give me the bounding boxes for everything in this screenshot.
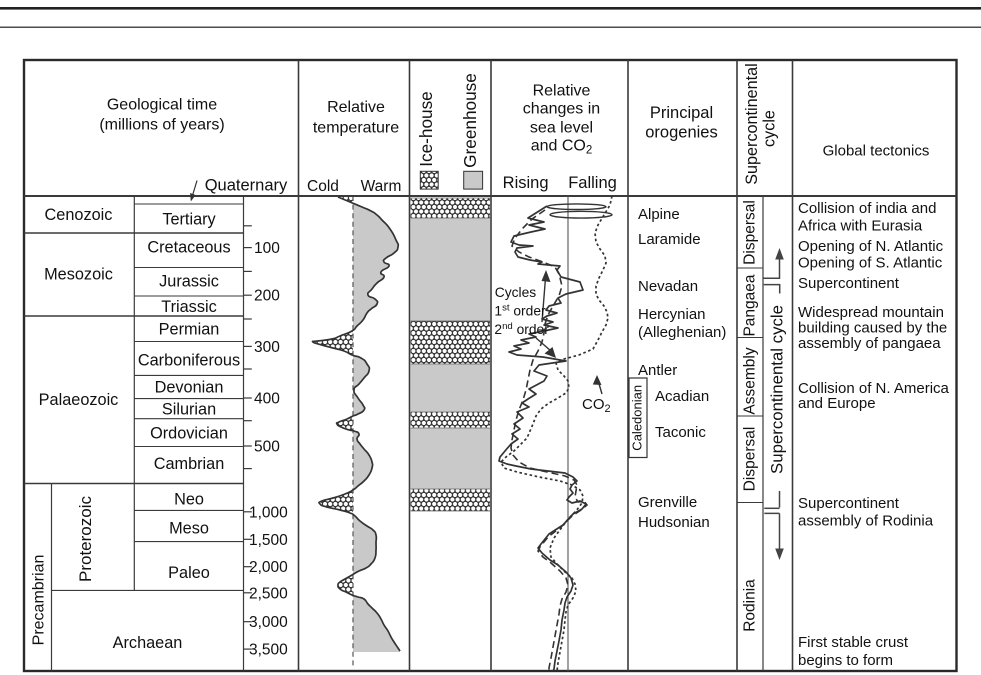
svg-text:3,000: 3,000 <box>249 614 288 631</box>
svg-text:and Europe: and Europe <box>798 395 876 412</box>
svg-text:Cold: Cold <box>307 178 339 195</box>
svg-text:Opening of S. Atlantic: Opening of S. Atlantic <box>798 255 943 272</box>
svg-text:Hudsonian: Hudsonian <box>638 514 710 531</box>
svg-text:Acadian: Acadian <box>655 388 709 405</box>
svg-text:changes in: changes in <box>523 101 600 118</box>
svg-text:Alpine: Alpine <box>638 206 680 223</box>
svg-text:assembly of Rodinia: assembly of Rodinia <box>798 513 934 530</box>
svg-text:cycle: cycle <box>761 110 779 147</box>
svg-text:1,500: 1,500 <box>249 532 288 549</box>
svg-text:Cretaceous: Cretaceous <box>147 239 230 257</box>
svg-text:Pangaea: Pangaea <box>742 274 759 336</box>
svg-text:Ice-house: Ice-house <box>416 91 436 166</box>
svg-text:Palaeozoic: Palaeozoic <box>39 391 119 409</box>
svg-text:200: 200 <box>254 288 280 305</box>
svg-text:orogenies: orogenies <box>645 124 717 142</box>
svg-text:(Alleghenian): (Alleghenian) <box>638 324 726 341</box>
svg-text:Cycles: Cycles <box>495 285 536 300</box>
svg-text:Grenville: Grenville <box>638 494 697 511</box>
svg-text:100: 100 <box>254 240 280 257</box>
svg-text:Supercontinent: Supercontinent <box>798 275 900 292</box>
svg-text:Triassic: Triassic <box>161 298 216 316</box>
svg-text:Silurian: Silurian <box>162 400 216 418</box>
svg-text:Falling: Falling <box>568 174 617 192</box>
svg-text:Rodinia: Rodinia <box>742 579 759 632</box>
svg-text:Permian: Permian <box>159 320 220 338</box>
svg-text:Supercontinent: Supercontinent <box>798 495 900 512</box>
svg-text:300: 300 <box>254 339 280 356</box>
svg-text:Neo: Neo <box>174 490 204 508</box>
svg-text:Taconic: Taconic <box>655 424 706 441</box>
svg-text:Collision of N. America: Collision of N. America <box>798 380 950 397</box>
svg-text:Opening of N. Atlantic: Opening of N. Atlantic <box>798 238 944 255</box>
svg-text:Principal: Principal <box>650 104 713 122</box>
svg-text:Caledonian: Caledonian <box>630 385 645 451</box>
svg-text:Global tectonics: Global tectonics <box>823 143 930 160</box>
svg-text:begins to form: begins to form <box>798 652 893 669</box>
svg-text:Widespread mountain: Widespread mountain <box>798 304 944 321</box>
svg-text:Geological time: Geological time <box>107 97 217 114</box>
svg-text:Devonian: Devonian <box>155 378 224 396</box>
svg-text:Greenhouse: Greenhouse <box>460 73 480 168</box>
svg-text:400: 400 <box>254 391 280 408</box>
svg-text:Paleo: Paleo <box>168 564 210 582</box>
svg-text:2,000: 2,000 <box>249 559 288 576</box>
svg-text:Jurassic: Jurassic <box>159 272 219 290</box>
svg-text:Assembly: Assembly <box>742 347 759 414</box>
svg-text:Carboniferous: Carboniferous <box>138 351 240 369</box>
svg-text:CO2: CO2 <box>582 396 611 415</box>
svg-text:Dispersal: Dispersal <box>742 200 759 265</box>
svg-text:(millions of years): (millions of years) <box>99 117 224 134</box>
svg-text:Archaean: Archaean <box>113 634 183 652</box>
svg-text:First stable crust: First stable crust <box>798 634 909 651</box>
svg-text:500: 500 <box>254 439 280 456</box>
svg-text:1,000: 1,000 <box>249 504 288 521</box>
svg-text:Quaternary: Quaternary <box>205 177 288 195</box>
svg-text:Relative: Relative <box>533 83 591 100</box>
svg-text:Nevadan: Nevadan <box>638 278 698 295</box>
svg-text:Hercynian: Hercynian <box>638 306 706 323</box>
svg-text:Relative: Relative <box>327 99 385 116</box>
svg-text:Precambrian: Precambrian <box>30 555 47 646</box>
svg-text:Meso: Meso <box>169 519 209 537</box>
svg-text:Africa with Eurasia: Africa with Eurasia <box>798 218 923 235</box>
svg-text:Cenozoic: Cenozoic <box>45 206 113 224</box>
svg-text:Mesozoic: Mesozoic <box>44 266 113 284</box>
svg-text:Antler: Antler <box>638 362 677 379</box>
svg-text:temperature: temperature <box>313 120 399 137</box>
svg-text:building caused by the: building caused by the <box>798 320 947 337</box>
svg-text:Ordovician: Ordovician <box>150 424 228 442</box>
svg-text:sea level: sea level <box>530 119 593 136</box>
svg-text:Dispersal: Dispersal <box>742 427 759 492</box>
svg-text:3,500: 3,500 <box>249 642 288 659</box>
svg-text:and CO2: and CO2 <box>531 138 593 157</box>
svg-text:Collision of india and: Collision of india and <box>798 200 936 217</box>
svg-text:Laramide: Laramide <box>638 231 701 248</box>
svg-text:2,500: 2,500 <box>249 585 288 602</box>
svg-text:Tertiary: Tertiary <box>162 210 216 228</box>
svg-text:Warm: Warm <box>361 178 402 195</box>
svg-text:Proterozoic: Proterozoic <box>76 496 95 582</box>
svg-text:Supercontinental cycle: Supercontinental cycle <box>768 305 787 474</box>
svg-text:Cambrian: Cambrian <box>154 455 225 473</box>
svg-text:Supercontinental: Supercontinental <box>743 63 761 185</box>
svg-text:Rising: Rising <box>503 174 549 192</box>
svg-text:assembly of pangaea: assembly of pangaea <box>798 335 941 352</box>
